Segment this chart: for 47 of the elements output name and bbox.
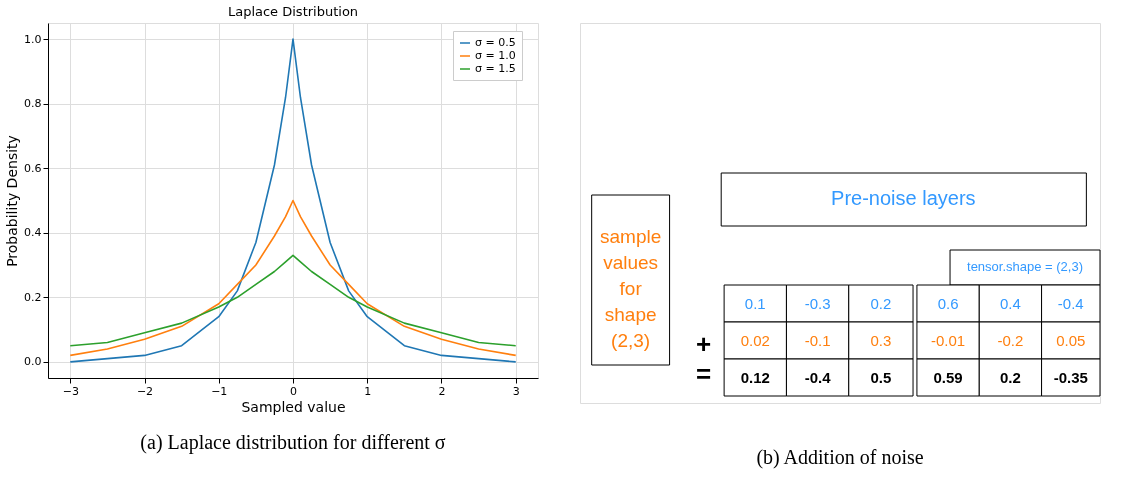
text: tensor.shape = (2,3)	[967, 259, 1084, 274]
text: 0.02	[740, 331, 770, 349]
text: -0.3	[804, 294, 831, 312]
y-tick-label: 0.4	[24, 226, 42, 240]
line-series	[69, 199, 517, 357]
y-tick-label: 0.0	[24, 355, 42, 369]
x-tick-label: −1	[211, 384, 228, 398]
text: -0.1	[804, 331, 831, 349]
y-tick-label: 1.0	[24, 32, 42, 46]
text: 0.3	[870, 331, 892, 349]
line-series	[69, 38, 517, 363]
text: 0.59	[933, 368, 963, 386]
x-axis-title: Sampled value	[241, 398, 346, 415]
text: 0.12	[740, 368, 770, 386]
legend-label: σ = 1.0	[475, 49, 516, 62]
x-tick-label: −2	[136, 384, 154, 398]
y-tick-label: 0.8	[24, 97, 42, 111]
text: (b) Addition of noise	[756, 446, 924, 469]
x-tick-label: 1	[364, 384, 372, 398]
line-series	[69, 254, 517, 347]
x-tick-label: −3	[62, 384, 79, 398]
x-tick-label: 0	[290, 384, 297, 398]
y-axis-title: Probability Density	[4, 135, 21, 267]
text: 0.6	[937, 294, 959, 312]
text: (a) Laplace distribution for different σ	[140, 431, 446, 454]
x-tick-label: 2	[438, 384, 446, 398]
text: 0.2	[870, 294, 892, 312]
text: Pre-noise layers	[831, 187, 976, 209]
text: 0.1	[744, 294, 766, 312]
text: =	[696, 359, 712, 389]
text: 0.05	[1056, 331, 1086, 349]
y-tick-label: 0.2	[24, 290, 42, 304]
x-tick-label: 3	[512, 384, 520, 398]
text: sample values for shape (2,3)	[600, 226, 662, 351]
text: -0.4	[1057, 294, 1084, 312]
legend-label: σ = 1.5	[475, 62, 516, 75]
text: -0.35	[1053, 368, 1088, 386]
text: +	[696, 329, 712, 359]
y-tick-label: 0.6	[24, 161, 42, 175]
text: 0.2	[999, 368, 1021, 386]
text: 0.5	[870, 368, 892, 386]
chart-title: Laplace Distribution	[227, 4, 359, 19]
text: -0.2	[997, 331, 1024, 349]
text: 0.4	[999, 294, 1021, 312]
text: -0.4	[804, 368, 832, 386]
text: -0.01	[930, 331, 966, 349]
legend-label: σ = 0.5	[475, 36, 516, 49]
